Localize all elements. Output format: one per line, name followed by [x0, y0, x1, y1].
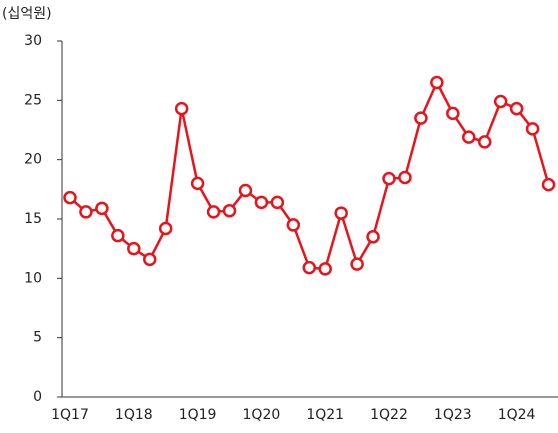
point [79, 205, 93, 219]
y-axis-label: (십억원) [2, 6, 52, 22]
y-tick-label: 0 [33, 389, 42, 405]
y-tick-label: 10 [24, 270, 42, 286]
point [270, 195, 285, 210]
point [206, 205, 221, 219]
x-tick-label: 1Q19 [179, 407, 217, 423]
point [366, 230, 380, 244]
point [541, 177, 556, 192]
y-tick-label: 30 [24, 33, 42, 49]
point [254, 195, 269, 210]
point [95, 201, 109, 216]
y-tick-label: 20 [24, 152, 42, 168]
point [238, 183, 253, 198]
x-tick-label: 1Q24 [498, 407, 536, 423]
y-tick-label: 5 [33, 330, 42, 346]
point [190, 176, 205, 191]
point [477, 135, 492, 149]
x-tick-label: 1Q23 [434, 407, 472, 423]
point [509, 101, 524, 116]
x-tick-label: 1Q22 [370, 407, 408, 423]
point [318, 262, 332, 276]
point [414, 111, 428, 125]
x-tick-label: 1Q17 [51, 407, 89, 423]
y-tick-label: 25 [24, 92, 42, 108]
point [127, 241, 141, 256]
point [302, 260, 316, 275]
point [63, 190, 77, 205]
x-tick-label: 1Q18 [115, 407, 153, 423]
x-tick-label: 1Q21 [306, 407, 344, 423]
point [143, 252, 157, 267]
series-line [69, 79, 550, 271]
point [111, 228, 125, 243]
point [430, 75, 444, 90]
point [350, 257, 364, 271]
point [158, 221, 173, 236]
point [398, 170, 412, 185]
point [382, 171, 396, 186]
y-tick-label: 15 [24, 211, 42, 227]
point [174, 101, 189, 116]
point [286, 218, 301, 232]
point [222, 203, 237, 218]
point [462, 130, 476, 144]
point [334, 206, 348, 220]
point [493, 94, 508, 109]
point [446, 106, 460, 121]
x-tick-label: 1Q20 [243, 407, 281, 423]
point [525, 122, 540, 136]
